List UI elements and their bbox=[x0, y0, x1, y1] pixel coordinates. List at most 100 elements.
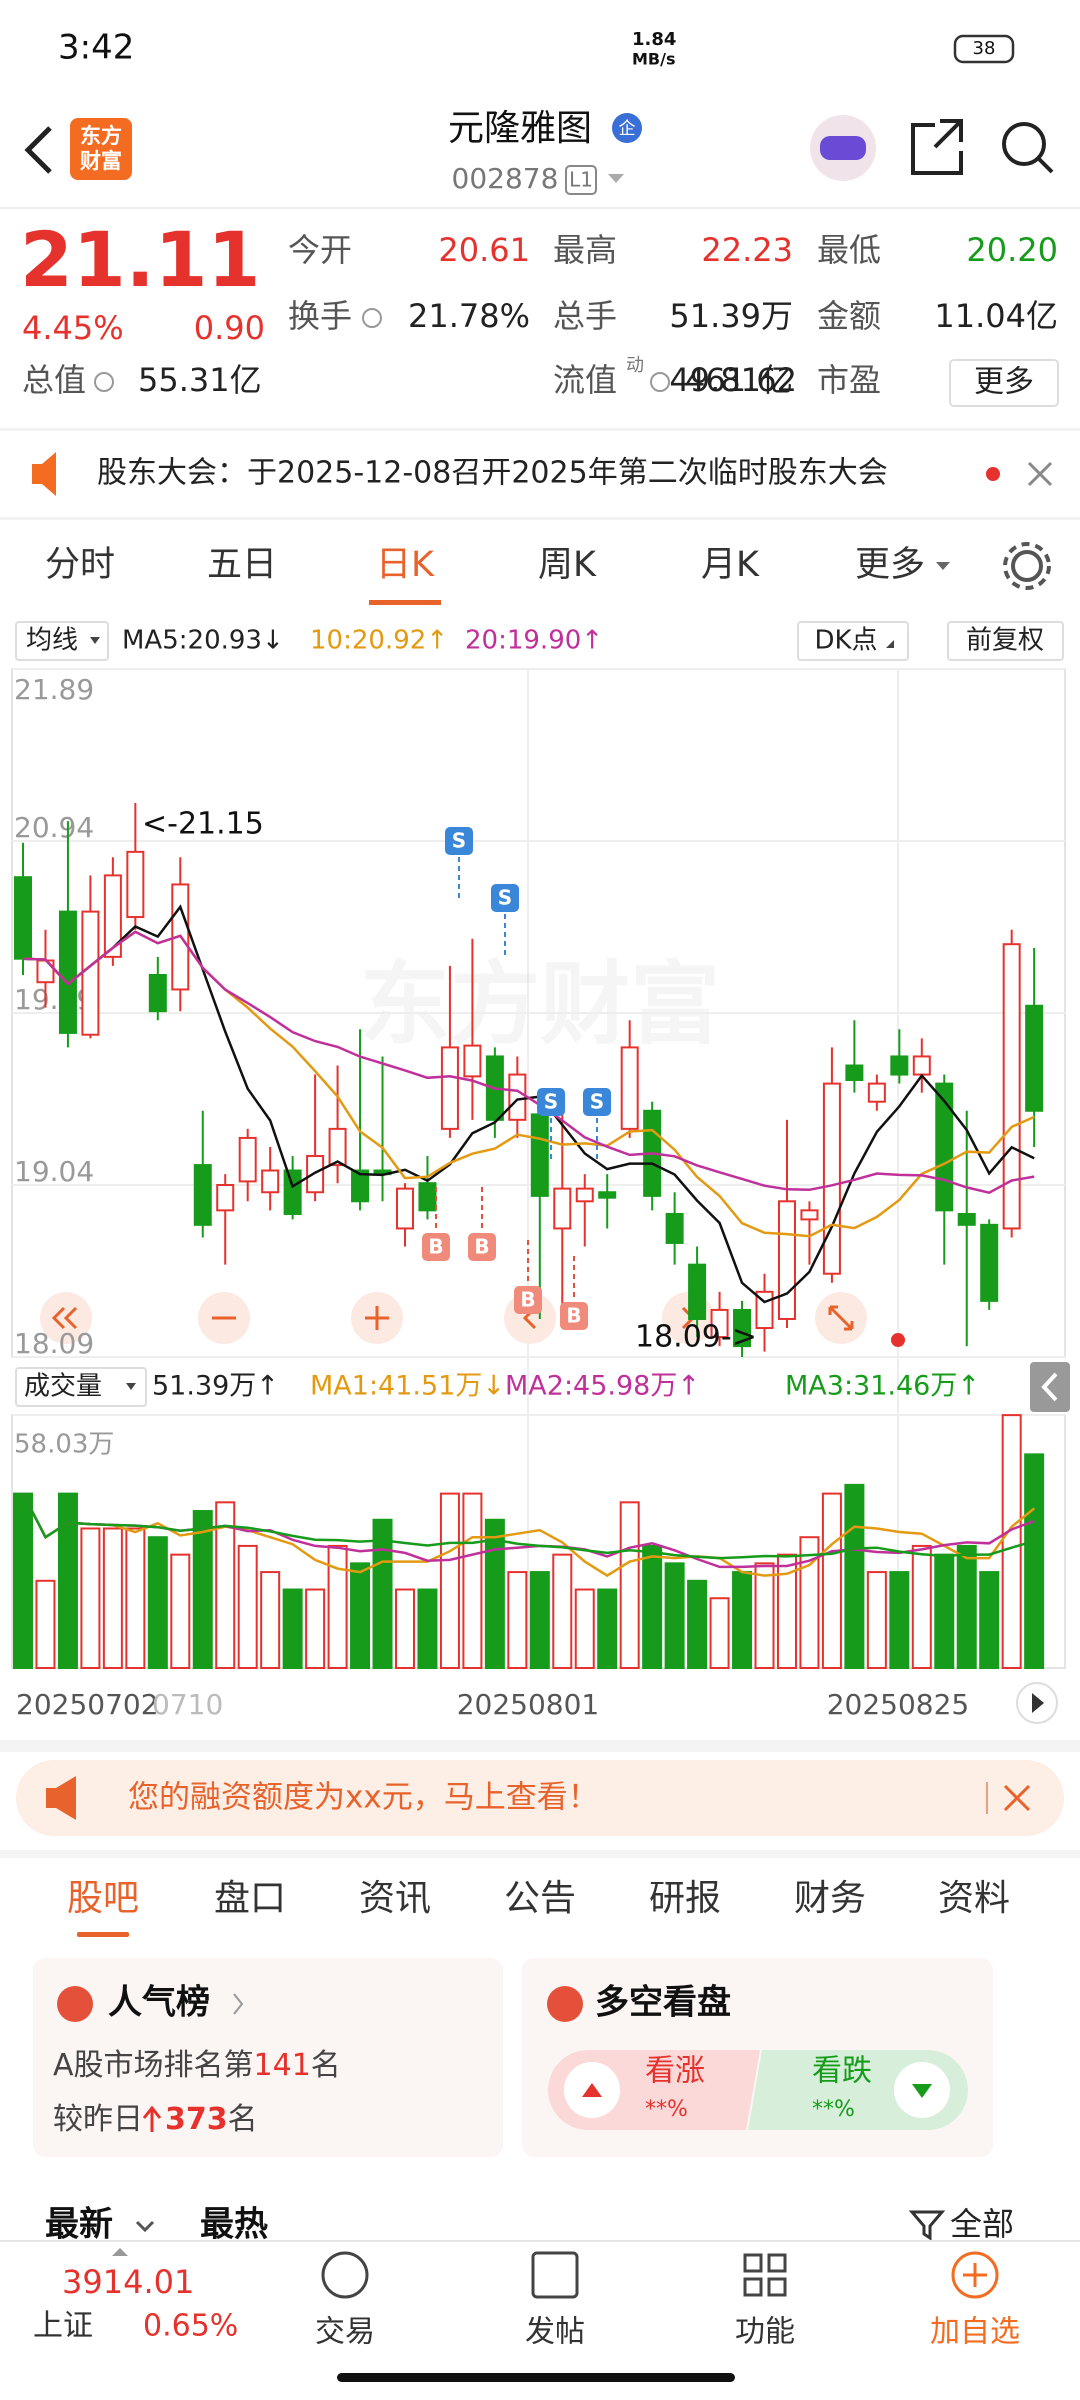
volume-bar bbox=[687, 1579, 708, 1669]
ad-banner[interactable] bbox=[16, 1760, 1064, 1836]
signal-box bbox=[537, 1088, 565, 1116]
nav-label[interactable]: 加自选 bbox=[930, 2315, 1020, 2350]
status-time: 3:42 bbox=[58, 28, 134, 68]
settings-icon[interactable] bbox=[1011, 550, 1043, 582]
bear-label: 看跌 bbox=[812, 2054, 872, 2089]
post-icon[interactable] bbox=[531, 2251, 579, 2299]
active-tab-indicator bbox=[77, 1932, 129, 1937]
change-value: 373 bbox=[165, 2102, 228, 2137]
add-watch-icon[interactable] bbox=[951, 2251, 999, 2299]
volume-bar bbox=[664, 1562, 685, 1670]
volume-bar bbox=[394, 1588, 415, 1669]
collapse-tab[interactable] bbox=[1030, 1362, 1070, 1412]
volume-bar bbox=[956, 1544, 977, 1669]
list-tab[interactable]: 最热 bbox=[200, 2205, 268, 2245]
volume-bar bbox=[170, 1553, 191, 1670]
volume-bar bbox=[754, 1562, 775, 1670]
content-tab[interactable]: 资讯 bbox=[359, 1878, 431, 1919]
divider bbox=[0, 517, 1080, 520]
volume-ma3: MA3:31.46万↑ bbox=[785, 1371, 980, 1402]
period-tab[interactable]: 月K bbox=[701, 545, 760, 585]
quote-value: 11.04亿 bbox=[934, 297, 1058, 335]
divider bbox=[0, 207, 1080, 209]
high-annotation: <-21.15 bbox=[142, 807, 264, 842]
volume-bar bbox=[552, 1553, 573, 1670]
dropdown-icon[interactable] bbox=[608, 174, 624, 183]
signal-label: S bbox=[498, 886, 512, 910]
date-label: 20250702 bbox=[16, 1688, 159, 1721]
candle-body bbox=[81, 910, 100, 1036]
ma20-line bbox=[22, 930, 1035, 1195]
nav-label[interactable]: 功能 bbox=[735, 2315, 795, 2350]
play-icon bbox=[1032, 1693, 1044, 1713]
candle-body bbox=[508, 1073, 527, 1121]
signal-label: B bbox=[474, 1235, 489, 1259]
date-label: 0710 bbox=[152, 1688, 223, 1721]
ad-close[interactable] bbox=[1003, 1784, 1031, 1812]
content-tab[interactable]: 资料 bbox=[938, 1878, 1010, 1919]
content-tab[interactable]: 公告 bbox=[504, 1878, 576, 1919]
trade-icon[interactable] bbox=[321, 2251, 369, 2299]
speaker-icon bbox=[32, 452, 56, 496]
index-value: 3914.01 bbox=[62, 2263, 194, 2301]
divider bbox=[0, 1740, 1080, 1752]
content-tab[interactable]: 研报 bbox=[649, 1878, 721, 1919]
pe-tag: 动 bbox=[626, 355, 644, 376]
nav-label[interactable]: 发帖 bbox=[525, 2315, 585, 2350]
adjust-button[interactable] bbox=[947, 621, 1064, 661]
popularity-card[interactable] bbox=[33, 1958, 503, 2157]
candle-body bbox=[867, 1082, 886, 1103]
more-button[interactable] bbox=[949, 359, 1059, 407]
share-icon[interactable] bbox=[911, 119, 963, 175]
volume-bar bbox=[574, 1588, 595, 1669]
candle-body bbox=[553, 1187, 572, 1230]
dk-label: DK点 bbox=[814, 626, 877, 656]
back-button[interactable] bbox=[24, 126, 52, 174]
change-suffix: 名 bbox=[228, 2102, 258, 2137]
quote-value: 20.20 bbox=[966, 231, 1058, 269]
signal-box bbox=[514, 1286, 542, 1314]
filter-label[interactable]: 全部 bbox=[950, 2205, 1014, 2243]
function-icon[interactable] bbox=[743, 2253, 787, 2297]
home-indicator bbox=[337, 2373, 735, 2382]
up-icon bbox=[582, 2083, 602, 2097]
volume-bar bbox=[979, 1571, 1000, 1670]
level-box bbox=[565, 165, 597, 195]
change-percent: 4.45% bbox=[22, 309, 124, 347]
list-tab[interactable]: 最新 bbox=[45, 2205, 113, 2245]
volume-select[interactable] bbox=[15, 1367, 147, 1407]
content-tab[interactable]: 盘口 bbox=[214, 1878, 286, 1919]
period-tab[interactable]: 周K bbox=[538, 545, 597, 585]
dropdown-icon bbox=[886, 640, 894, 648]
active-tab-indicator bbox=[369, 600, 441, 605]
ma10-label: 10:20.92↑ bbox=[310, 626, 448, 656]
sentiment-icon bbox=[547, 1986, 583, 2022]
period-tab[interactable]: 分时 bbox=[45, 545, 115, 585]
settings-icon-teeth bbox=[1003, 542, 1051, 590]
info-icon bbox=[650, 372, 670, 392]
candle-body bbox=[126, 850, 145, 919]
period-tab[interactable]: 更多 bbox=[855, 545, 925, 585]
nav-label[interactable]: 交易 bbox=[315, 2315, 375, 2350]
volume-ma3-line bbox=[21, 1493, 1035, 1560]
volume-ma1-line bbox=[21, 1493, 1035, 1578]
dk-button[interactable] bbox=[797, 621, 909, 661]
quote-value: 55.31亿 bbox=[138, 361, 262, 399]
icon bbox=[828, 1305, 854, 1331]
bull-label: 看涨 bbox=[645, 2054, 705, 2089]
add-watch-plus bbox=[963, 2263, 987, 2287]
volume-bar bbox=[192, 1510, 213, 1670]
period-tab[interactable]: 日K bbox=[376, 545, 435, 585]
content-tab[interactable]: 股吧 bbox=[67, 1878, 139, 1919]
close-notice[interactable] bbox=[1027, 461, 1053, 487]
period-tab[interactable]: 五日 bbox=[207, 545, 277, 585]
volume-bar bbox=[147, 1536, 168, 1669]
quote-label: 换手 bbox=[288, 297, 352, 335]
volume-bar bbox=[417, 1588, 438, 1669]
search-icon[interactable] bbox=[1002, 122, 1046, 166]
ma-select[interactable] bbox=[15, 621, 109, 661]
volume-bar bbox=[866, 1571, 887, 1670]
candle-body bbox=[58, 910, 77, 1034]
candle-body bbox=[733, 1308, 752, 1348]
content-tab[interactable]: 财务 bbox=[794, 1878, 866, 1919]
